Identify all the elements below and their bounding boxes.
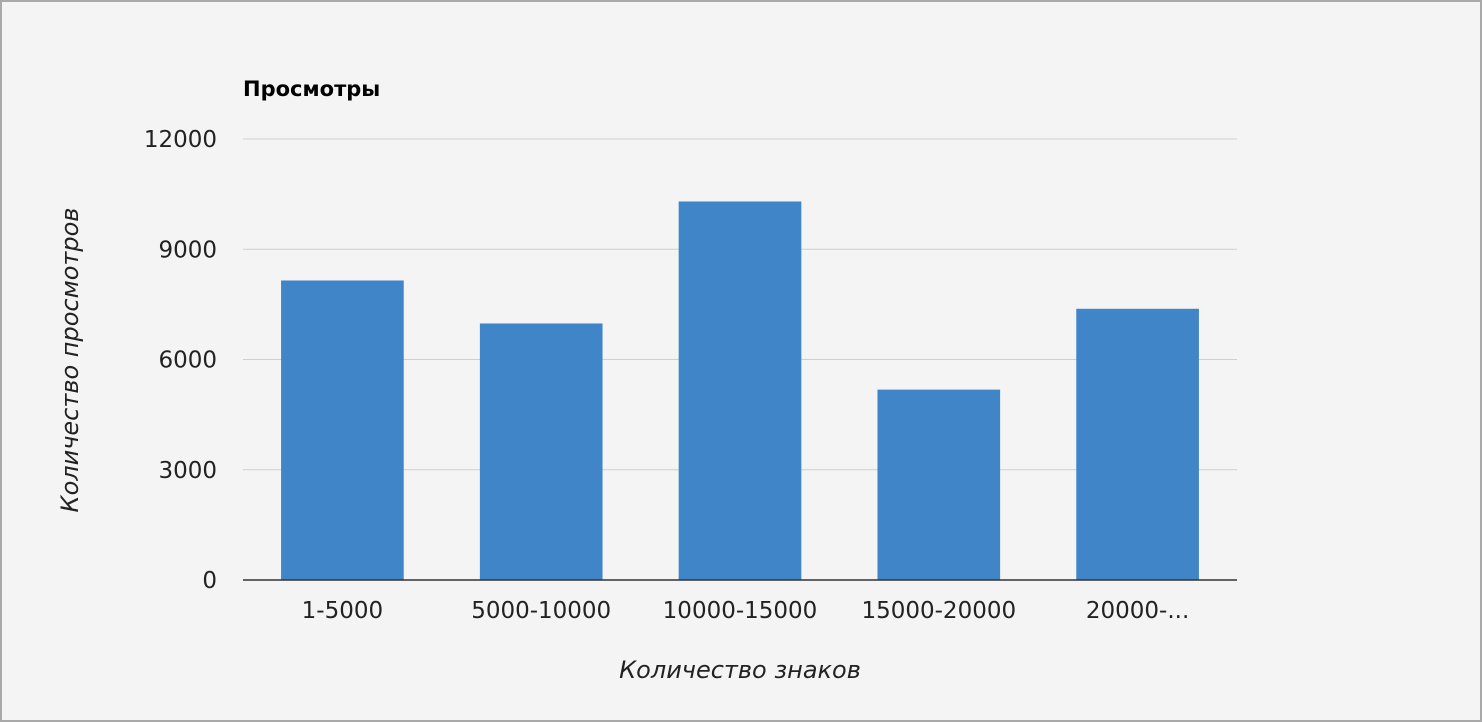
x-tick-label: 10000-15000	[663, 598, 818, 624]
bars	[281, 201, 1199, 580]
x-tick-label: 15000-20000	[861, 598, 1016, 624]
bar[interactable]	[1076, 308, 1199, 580]
bar[interactable]	[479, 323, 603, 580]
y-axis-label: Количество просмотров	[56, 208, 84, 513]
y-tick-label: 3000	[158, 458, 217, 484]
bar[interactable]	[877, 389, 1001, 580]
y-tick-label: 12000	[144, 127, 217, 153]
x-axis-label: Количество знаков	[619, 656, 861, 684]
y-tick-label: 0	[202, 568, 217, 594]
chart-title: Просмотры	[243, 77, 380, 101]
bar[interactable]	[678, 201, 802, 580]
x-tick-label: 1-5000	[302, 598, 383, 624]
x-axis-ticks: 1-5000 5000-10000 10000-15000 15000-20000 20…	[302, 598, 1190, 624]
y-axis-ticks: 0 3000 6000 9000 12000	[144, 127, 217, 594]
y-tick-label: 9000	[158, 237, 217, 263]
x-tick-label: 5000-10000	[471, 598, 611, 624]
bar[interactable]	[281, 280, 404, 580]
y-tick-label: 6000	[158, 348, 217, 374]
x-tick-label: 20000-...	[1086, 598, 1189, 624]
